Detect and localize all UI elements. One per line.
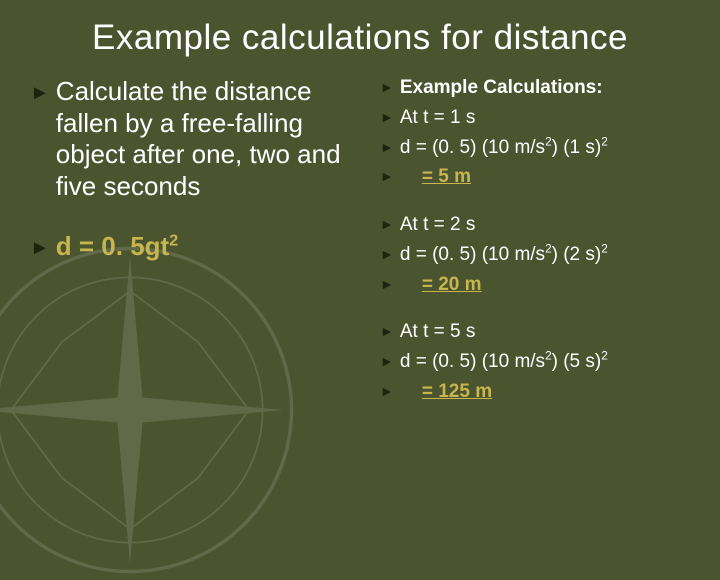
at-text: At t = 2 s (400, 213, 476, 237)
examples-header: Example Calculations: (400, 76, 603, 100)
at-row: ► At t = 1 s (380, 106, 690, 130)
columns: ► Calculate the distance fallen by a fre… (30, 76, 690, 410)
triangle-icon: ► (30, 231, 50, 260)
result-row: ► = 125 m (380, 380, 690, 404)
formula-base: d = 0. 5gt (56, 231, 169, 261)
slide: Example calculations for distance ► Calc… (0, 0, 720, 540)
triangle-icon: ► (380, 213, 394, 232)
triangle-icon: ► (380, 136, 394, 155)
eq-text: d = (0. 5) (10 m/s2) (1 s)2 (400, 136, 608, 160)
triangle-icon: ► (380, 273, 394, 292)
eq-row: ► d = (0. 5) (10 m/s2) (5 s)2 (380, 350, 690, 374)
triangle-icon: ► (30, 76, 50, 105)
result-row: ► = 20 m (380, 273, 690, 297)
result-text: = 5 m (422, 165, 471, 189)
at-text: At t = 1 s (400, 106, 476, 130)
eq-text: d = (0. 5) (10 m/s2) (5 s)2 (400, 350, 608, 374)
triangle-icon: ► (380, 76, 394, 95)
eq-row: ► d = (0. 5) (10 m/s2) (1 s)2 (380, 136, 690, 160)
triangle-icon: ► (380, 320, 394, 339)
left-column: ► Calculate the distance fallen by a fre… (30, 76, 370, 410)
right-column: ► Example Calculations: ► At t = 1 s ► d… (380, 76, 690, 410)
result-text: = 125 m (422, 380, 492, 404)
triangle-icon: ► (380, 243, 394, 262)
formula-bullet: ► d = 0. 5gt2 (30, 231, 370, 262)
triangle-icon: ► (380, 350, 394, 369)
gap (380, 302, 690, 320)
triangle-icon: ► (380, 165, 394, 184)
eq-row: ► d = (0. 5) (10 m/s2) (2 s)2 (380, 243, 690, 267)
problem-text: Calculate the distance fallen by a free-… (56, 76, 370, 203)
eq-text: d = (0. 5) (10 m/s2) (2 s)2 (400, 243, 608, 267)
formula-exp: 2 (169, 231, 178, 249)
at-row: ► At t = 2 s (380, 213, 690, 237)
gap (380, 195, 690, 213)
header-bullet: ► Example Calculations: (380, 76, 690, 100)
at-text: At t = 5 s (400, 320, 476, 344)
at-row: ► At t = 5 s (380, 320, 690, 344)
problem-bullet: ► Calculate the distance fallen by a fre… (30, 76, 370, 203)
result-row: ► = 5 m (380, 165, 690, 189)
triangle-icon: ► (380, 380, 394, 399)
slide-title: Example calculations for distance (30, 18, 690, 58)
result-text: = 20 m (422, 273, 482, 297)
triangle-icon: ► (380, 106, 394, 125)
formula-text: d = 0. 5gt2 (56, 231, 178, 262)
